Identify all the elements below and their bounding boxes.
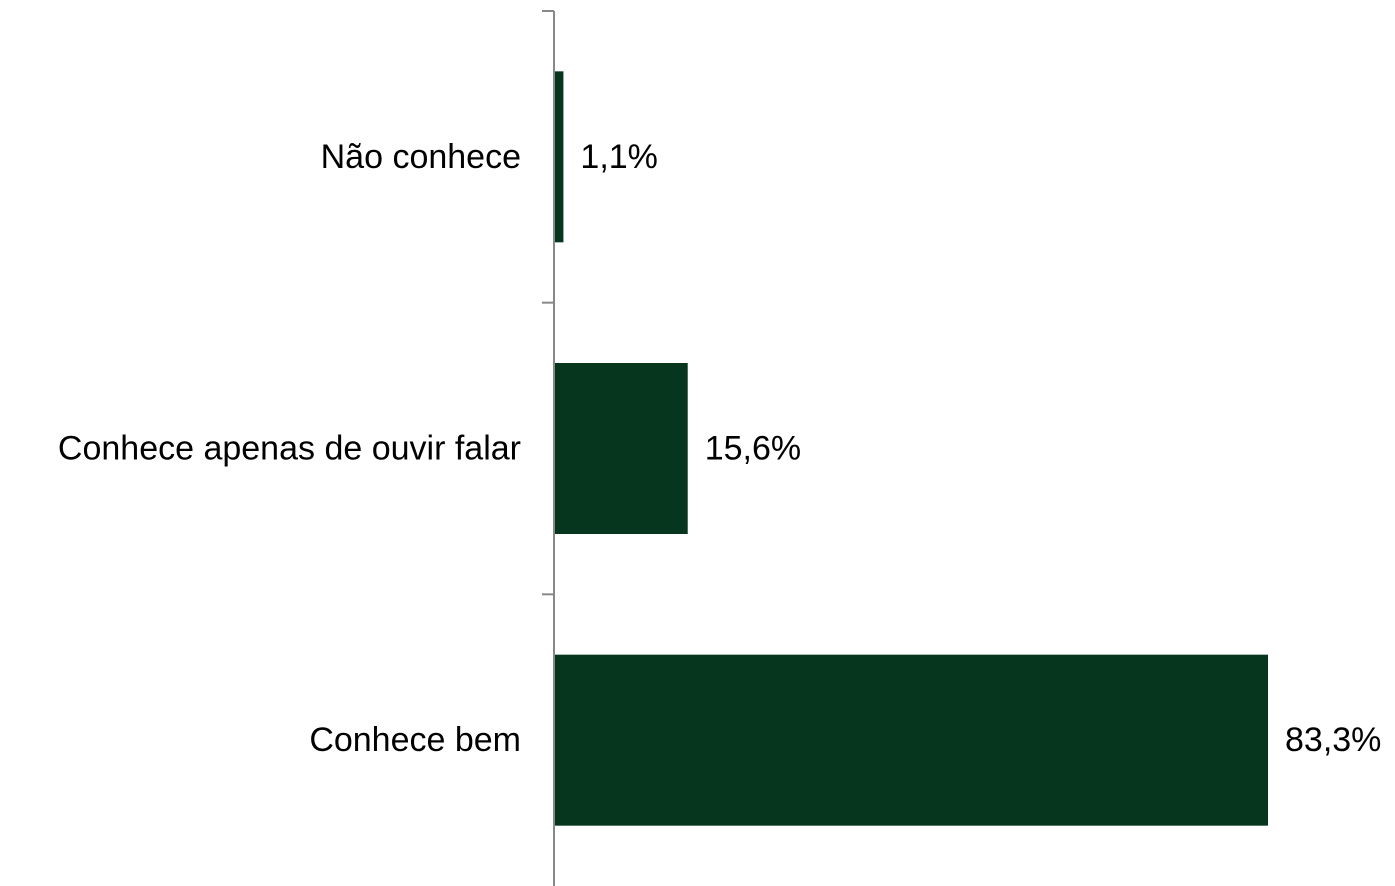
- category-axis: [542, 10, 555, 886]
- bar: [554, 71, 564, 243]
- category-label: Conhece apenas de ouvir falar: [58, 430, 521, 468]
- value-label: 83,3%: [1285, 721, 1381, 759]
- category-label: Não conhece: [321, 138, 521, 176]
- bars-group: [554, 71, 1268, 826]
- bar: [554, 363, 688, 534]
- category-label: Conhece bem: [309, 721, 521, 759]
- value-label: 15,6%: [705, 430, 801, 468]
- bar: [554, 654, 1268, 826]
- category-labels: Não conhece Conhece apenas de ouvir falar…: [58, 138, 521, 759]
- value-label: 1,1%: [580, 138, 658, 176]
- value-labels: 1,1% 15,6% 83,3%: [580, 138, 1381, 759]
